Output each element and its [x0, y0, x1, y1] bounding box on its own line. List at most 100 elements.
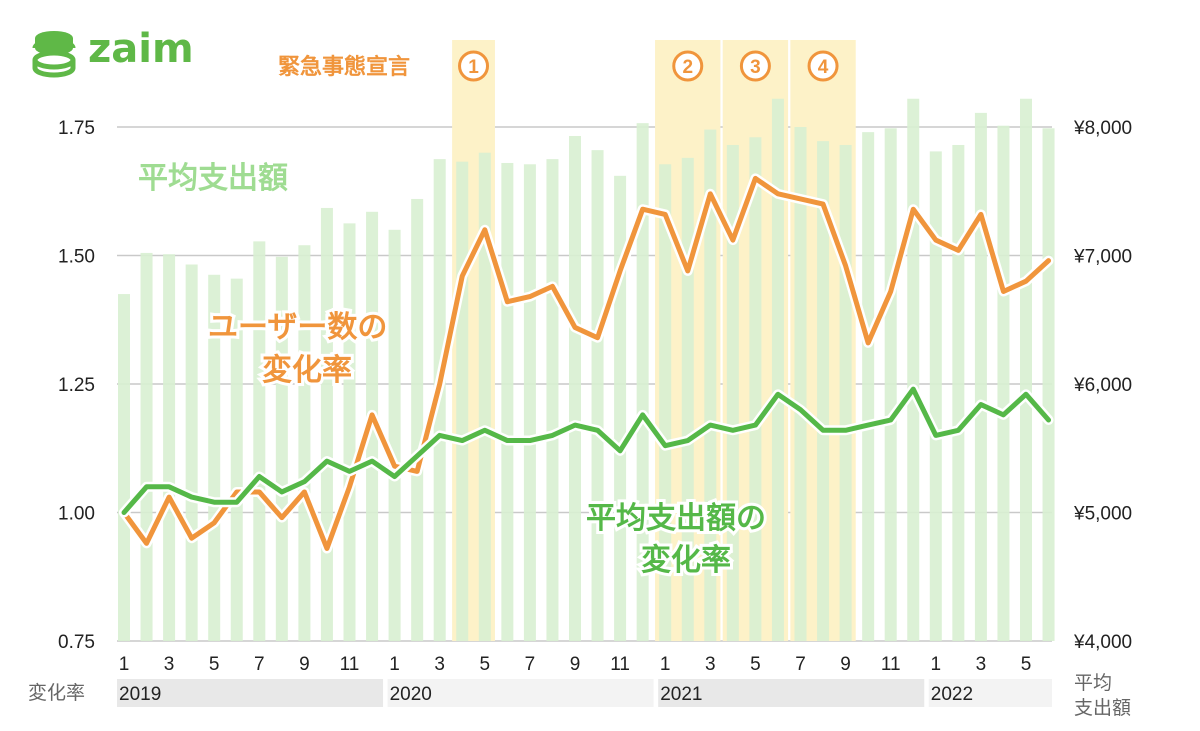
x-tick-label: 9 [570, 654, 581, 675]
year-label: 2020 [390, 684, 432, 705]
spend-bar [839, 144, 852, 642]
right-tick-label: ¥6,000 [1073, 375, 1132, 396]
axis-ticks: 0.75 ¥4,000 1.00 ¥5,000 1.25 ¥6,000 1.50 ¥7,000… [58, 118, 1132, 707]
spend-bar [569, 135, 581, 641]
x-tick-label: 7 [254, 654, 265, 675]
spend-bar [929, 151, 942, 642]
emergency-number: 1 [468, 57, 479, 78]
spend-bar [320, 207, 333, 641]
spend-bar [230, 278, 243, 641]
spend-bar [974, 112, 987, 642]
x-tick-label: 5 [480, 654, 491, 675]
x-tick-label: 3 [705, 654, 716, 675]
spend-bar [478, 152, 491, 641]
x-tick-label: 5 [1021, 654, 1032, 675]
spend-bar [456, 161, 469, 641]
x-tick-label: 1 [931, 654, 942, 675]
x-tick-label: 7 [795, 654, 806, 675]
left-tick-label: 1.50 [58, 247, 95, 268]
spend-bar [163, 254, 176, 641]
right-tick-label: ¥7,000 [1073, 247, 1132, 268]
spend-bar [726, 144, 739, 642]
year-band [387, 679, 654, 707]
right-tick-label: ¥4,000 [1073, 632, 1132, 653]
spend-bar [591, 150, 604, 641]
spend-bar [862, 132, 875, 641]
spend-bar [681, 157, 694, 641]
right-axis-caption-line1: 平均 [1074, 672, 1112, 694]
spend-bar [749, 137, 762, 641]
year-band [928, 679, 1052, 707]
spend-bar [388, 229, 401, 642]
spend-bar [343, 223, 356, 641]
emergency-number-circle [458, 50, 490, 82]
year-band [117, 679, 384, 707]
logo-text: zaim [88, 26, 194, 72]
spend-bar [884, 128, 897, 641]
x-tick-label: 3 [164, 654, 175, 675]
spend-bar [952, 144, 965, 642]
right-tick-label: ¥8,000 [1073, 118, 1132, 139]
spend-bars [118, 98, 1055, 642]
spend-bar [411, 198, 424, 641]
zaim-logo: zaim [32, 26, 194, 78]
x-tick-label: 11 [340, 654, 360, 675]
x-tick-label: 3 [434, 654, 445, 675]
x-tick-label: 1 [660, 654, 671, 675]
x-tick-label: 1 [389, 654, 400, 675]
x-tick-label: 5 [750, 654, 761, 675]
users-annotation-line2: 変化率 [262, 353, 352, 388]
spend-bar [253, 241, 266, 642]
users-rate-line [121, 175, 1052, 551]
x-tick-label: 5 [209, 654, 220, 675]
spend-bar [771, 98, 784, 642]
spend-bar [118, 294, 130, 641]
spend-bar [1042, 128, 1055, 641]
spend-bar [1020, 98, 1032, 642]
emergency-label: 緊急事態宣言 [278, 54, 410, 80]
x-tick-label: 11 [881, 654, 901, 675]
coin-stack-icon [32, 31, 76, 78]
x-tick-label: 9 [840, 654, 851, 675]
bars-annotation: 平均支出額 [138, 161, 288, 196]
emergency-number: 3 [750, 57, 761, 78]
left-tick-label: 1.75 [58, 118, 95, 139]
spend-rate-line [121, 386, 1052, 515]
x-tick-label: 7 [525, 654, 536, 675]
emergency-number-circle [807, 50, 839, 82]
spend-bar [298, 245, 311, 641]
spend-bar [501, 162, 514, 642]
year-label: 2022 [931, 684, 973, 705]
spend-bar [140, 252, 153, 641]
left-tick-label: 0.75 [58, 632, 95, 653]
spend-bar [636, 123, 649, 641]
rate-lines [119, 173, 1054, 554]
right-axis-caption-line2: 支出額 [1074, 697, 1131, 719]
year-label: 2021 [660, 684, 702, 705]
left-axis-caption: 変化率 [28, 682, 85, 704]
spend-bar [794, 127, 807, 641]
spend-bar [275, 256, 288, 641]
emergency-number-circle [672, 50, 704, 82]
emergency-number: 2 [682, 57, 693, 78]
spend-bar [659, 164, 672, 641]
x-tick-label: 11 [610, 654, 630, 675]
spend-bar [546, 159, 559, 641]
spend-annotation-line2: 変化率 [641, 543, 731, 578]
spend-bar [704, 129, 717, 641]
spend-annotation-line1: 平均支出額の [586, 501, 766, 536]
x-tick-label: 1 [119, 654, 130, 675]
year-band [658, 679, 925, 707]
left-tick-label: 1.25 [58, 375, 95, 396]
spend-bar [997, 125, 1010, 642]
spend-bar [523, 164, 536, 641]
x-tick-label: 3 [976, 654, 987, 675]
x-tick-label: 9 [299, 654, 310, 675]
users-annotation-line1: ユーザー数の [208, 310, 387, 345]
spend-bar [817, 141, 830, 641]
right-tick-label: ¥5,000 [1073, 504, 1132, 525]
spend-bar [907, 98, 920, 642]
spend-bar [185, 264, 198, 641]
year-label: 2019 [119, 684, 161, 705]
